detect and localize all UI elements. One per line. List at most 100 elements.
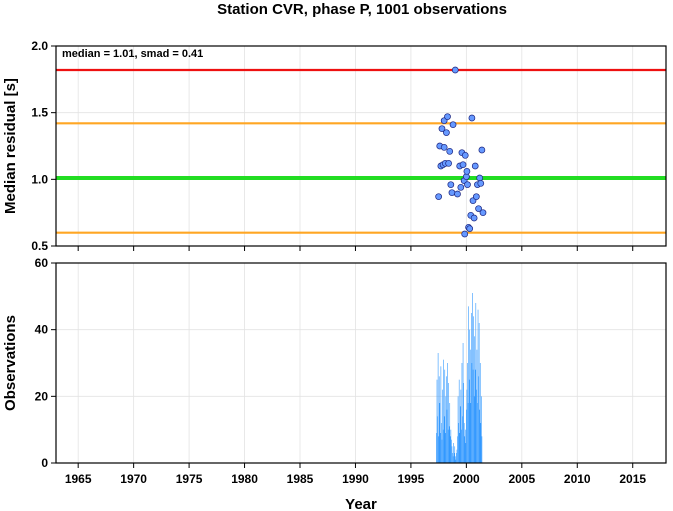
- chart-title: Station CVR, phase P, 1001 observations: [217, 1, 507, 18]
- residual-point: [447, 181, 455, 189]
- residual-point: [435, 193, 442, 201]
- residual-point: [466, 225, 474, 233]
- observation-bar: [463, 383, 464, 463]
- residual-point: [470, 214, 478, 222]
- observation-bar: [469, 329, 471, 463]
- observation-bar: [466, 409, 467, 463]
- x-tick-label: 1970: [120, 472, 147, 486]
- residual-point: [449, 121, 457, 129]
- observation-bar: [476, 349, 478, 463]
- bottom-y-axis-label: Observations: [2, 315, 19, 411]
- bottom-x-ticks: 1965 1970 1975 1980 1985 1990 1995 2000 2005 2010…: [65, 463, 646, 486]
- observation-bar: [462, 343, 464, 463]
- residual-point: [444, 113, 451, 121]
- observations-panel: 0 20 40 60 1965 1970 1975 1980 1985 1990 1995 2000…: [2, 256, 667, 511]
- observation-bar: [453, 443, 454, 463]
- observation-bar: [479, 409, 480, 463]
- top-grid: [56, 45, 666, 247]
- x-tick-label: 2015: [619, 472, 646, 486]
- observation-bar: [459, 406, 461, 463]
- observation-bar: [456, 453, 457, 463]
- residual-point: [475, 205, 482, 213]
- y-tick-label: 40: [35, 323, 49, 337]
- observation-bar: [473, 396, 475, 463]
- observation-bar: [463, 423, 465, 463]
- observation-bar: [451, 439, 452, 463]
- x-tick-label: 1995: [398, 472, 425, 486]
- residual-point: [438, 125, 446, 133]
- observation-bar: [473, 316, 474, 463]
- observation-bar: [478, 376, 479, 463]
- y-tick-label: 1.0: [31, 172, 48, 186]
- residual-point: [440, 143, 448, 151]
- observation-bar: [461, 429, 462, 463]
- observation-bar: [449, 403, 451, 463]
- residual-point: [446, 147, 454, 155]
- x-axis-label: Year: [345, 496, 377, 511]
- observation-bar: [436, 433, 437, 463]
- observation-bar: [454, 446, 456, 463]
- observation-bar: [450, 429, 452, 463]
- observation-bar: [465, 443, 467, 463]
- observation-bar: [439, 403, 441, 463]
- x-tick-label: 1965: [65, 472, 92, 486]
- observation-bar: [452, 453, 453, 463]
- observation-bar: [472, 369, 474, 463]
- residual-point: [454, 190, 461, 198]
- bottom-grid: [56, 262, 666, 464]
- observation-bar: [471, 313, 472, 463]
- observation-bar: [450, 436, 451, 463]
- observation-bar: [453, 453, 455, 463]
- observation-bar: [477, 309, 479, 463]
- residual-point: [451, 66, 459, 74]
- observation-bar: [445, 433, 446, 463]
- observation-bar: [447, 363, 448, 463]
- top-x-ticks: [77, 246, 634, 251]
- y-tick-label: 20: [35, 389, 49, 403]
- observation-bars: [436, 293, 483, 463]
- median-annotation: median = 1.01, smad = 0.41: [62, 48, 203, 60]
- observation-bar: [470, 403, 472, 463]
- observation-bar: [460, 389, 462, 463]
- observation-bar: [443, 359, 444, 463]
- observation-bar: [475, 303, 477, 463]
- observation-bar: [464, 429, 466, 463]
- observation-bar: [452, 456, 454, 463]
- residual-point: [463, 167, 471, 175]
- observation-bar: [466, 389, 468, 463]
- x-tick-label: 1980: [231, 472, 258, 486]
- y-tick-label: 0: [41, 456, 48, 470]
- observation-bar: [438, 376, 440, 463]
- x-tick-label: 2005: [508, 472, 535, 486]
- observation-bar: [467, 363, 468, 463]
- observation-bar: [472, 293, 473, 463]
- residual-point: [448, 189, 456, 197]
- observation-bar: [440, 366, 442, 463]
- observation-bar: [442, 429, 444, 463]
- observation-bar: [447, 429, 449, 463]
- x-tick-label: 2010: [564, 472, 591, 486]
- bottom-y-ticks: 0 20 40 60: [35, 256, 56, 470]
- x-tick-label: 1985: [287, 472, 314, 486]
- top-plot-frame: [55, 45, 667, 247]
- observation-bar: [481, 436, 483, 463]
- observation-bar: [474, 336, 476, 463]
- residual-point: [468, 114, 476, 122]
- observation-bar: [442, 389, 443, 463]
- observation-bar: [445, 396, 447, 463]
- x-tick-label: 1975: [176, 472, 203, 486]
- bottom-plot-frame: [55, 262, 667, 464]
- observation-bar: [461, 363, 463, 463]
- x-tick-label: 1990: [342, 472, 369, 486]
- reference-lines: [56, 68, 666, 234]
- observation-bar: [446, 409, 448, 463]
- top-y-axis-label: Median residual [s]: [2, 78, 19, 214]
- observation-bar: [455, 459, 457, 463]
- observation-bar: [438, 436, 439, 463]
- residual-point: [478, 146, 486, 154]
- residual-point: [471, 162, 479, 170]
- observation-bar: [451, 446, 453, 463]
- observation-bar: [444, 369, 446, 463]
- observation-bar: [454, 456, 456, 463]
